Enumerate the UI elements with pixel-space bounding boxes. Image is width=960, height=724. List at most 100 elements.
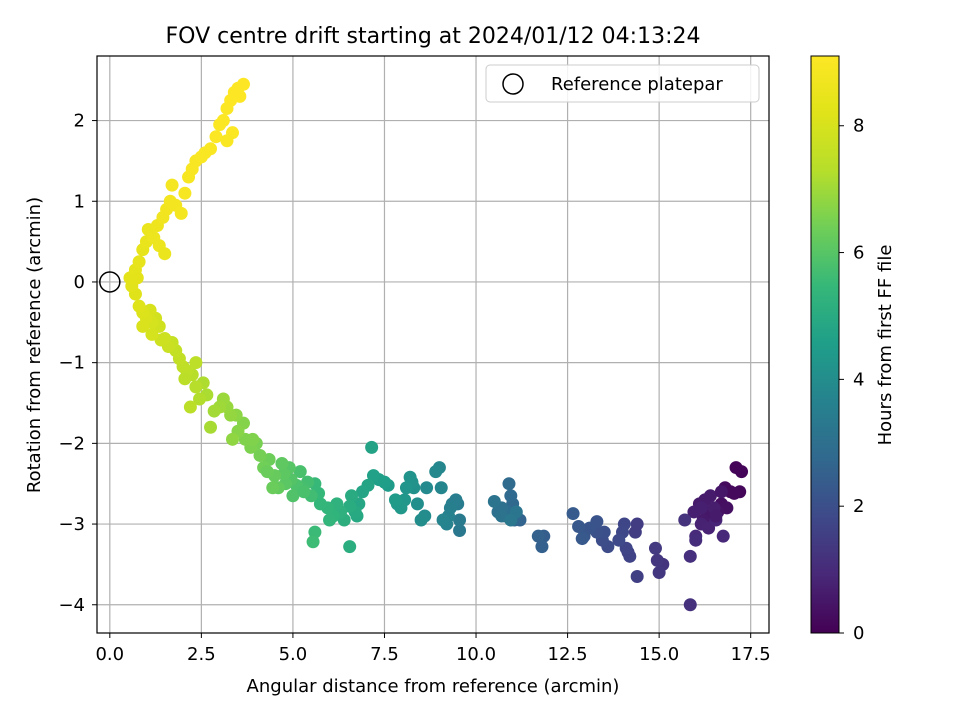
data-point — [132, 299, 146, 313]
x-tick-label: 12.5 — [548, 644, 588, 665]
points-layer — [99, 77, 749, 612]
data-point — [313, 497, 327, 511]
data-point — [388, 493, 402, 507]
data-point — [703, 489, 717, 503]
y-tick-label: −2 — [58, 433, 85, 454]
data-point — [145, 327, 159, 341]
data-point — [502, 477, 516, 491]
data-point — [165, 178, 179, 192]
data-point — [204, 142, 218, 156]
data-point — [233, 89, 247, 103]
colorbar-tick-label: 2 — [853, 496, 864, 517]
x-tick-label: 2.5 — [187, 644, 216, 665]
data-point — [414, 513, 428, 527]
data-point — [220, 134, 234, 148]
colorbar-tick-label: 4 — [853, 369, 864, 390]
y-tick-label: −1 — [58, 353, 85, 374]
data-point — [566, 507, 580, 521]
data-point — [193, 392, 207, 406]
data-point — [266, 481, 280, 495]
data-point — [572, 519, 586, 533]
data-point — [716, 529, 730, 543]
data-point — [189, 380, 203, 394]
data-point — [178, 186, 192, 200]
data-point — [207, 404, 221, 418]
data-point — [158, 247, 172, 261]
data-point — [612, 533, 626, 547]
data-point — [345, 489, 359, 503]
data-point — [308, 525, 322, 539]
x-tick-label: 17.5 — [731, 644, 771, 665]
data-point — [323, 513, 337, 527]
colorbar-tick-label: 0 — [853, 623, 864, 644]
data-point — [286, 489, 300, 503]
data-point — [204, 420, 218, 434]
data-point — [453, 513, 467, 527]
data-point — [714, 485, 728, 499]
data-point — [678, 513, 692, 527]
y-tick-label: −3 — [58, 514, 85, 535]
legend-label-reference: Reference platepar — [551, 74, 723, 95]
data-point — [504, 513, 518, 527]
data-point — [436, 513, 450, 527]
y-axis-label: Rotation from reference (arcmin) — [24, 197, 45, 493]
data-point — [365, 440, 379, 454]
legend: Reference platepar — [485, 64, 760, 103]
data-point — [694, 501, 708, 515]
data-point — [209, 130, 223, 144]
reference-platepar-marker — [99, 271, 121, 293]
data-point — [628, 525, 642, 539]
data-point — [366, 469, 380, 483]
data-point — [225, 432, 239, 446]
data-point — [648, 541, 662, 555]
y-tick-label: 2 — [74, 111, 85, 132]
data-point — [429, 465, 443, 479]
grid-layer — [97, 56, 769, 633]
x-tick-label: 5.0 — [279, 644, 308, 665]
data-point — [356, 485, 370, 499]
data-point — [434, 481, 448, 495]
data-point — [293, 465, 307, 479]
data-point — [709, 509, 723, 523]
data-point — [246, 432, 260, 446]
data-point — [297, 485, 311, 499]
y-tick-label: −4 — [58, 595, 85, 616]
data-point — [724, 485, 738, 499]
colorbar-ticks: 0 2 4 6 8 — [839, 116, 864, 644]
colorbar-gradient — [810, 55, 840, 634]
data-point — [216, 114, 230, 128]
colorbar-tick-label: 6 — [853, 243, 864, 264]
data-point — [130, 271, 144, 285]
data-point — [531, 529, 545, 543]
legend-box — [485, 64, 760, 103]
data-point — [683, 549, 697, 563]
data-point — [575, 532, 589, 546]
colorbar-tick-label: 8 — [853, 116, 864, 137]
colorbar: 0 2 4 6 8 Hours from first FF file — [810, 55, 896, 644]
data-point — [236, 77, 250, 91]
data-point — [275, 457, 289, 471]
plot-frame — [96, 55, 770, 634]
data-point — [535, 540, 549, 554]
x-tick-label: 10.0 — [456, 644, 496, 665]
data-point — [683, 598, 697, 612]
x-axis-label: Angular distance from reference (arcmin) — [247, 676, 620, 697]
data-point — [652, 565, 666, 579]
data-point — [399, 481, 413, 495]
data-point — [306, 535, 320, 549]
data-point — [174, 206, 188, 220]
data-point — [132, 255, 146, 269]
legend-marker-reference — [502, 73, 524, 95]
data-point — [403, 470, 417, 484]
x-tick-label: 0.0 — [95, 644, 124, 665]
y-tick-label: 0 — [74, 272, 85, 293]
data-point — [650, 553, 664, 567]
data-point — [136, 319, 150, 333]
axes-layer: 0.0 2.5 5.0 7.5 10.0 12.5 15.0 17.5 −4 −3 −2 −1 0 1 2 — [58, 55, 771, 665]
data-point — [253, 448, 267, 462]
chart-title: FOV centre drift starting at 2024/01/12 … — [166, 24, 701, 49]
data-point — [343, 540, 357, 554]
x-tick-label: 15.0 — [639, 644, 679, 665]
data-point — [689, 533, 703, 547]
